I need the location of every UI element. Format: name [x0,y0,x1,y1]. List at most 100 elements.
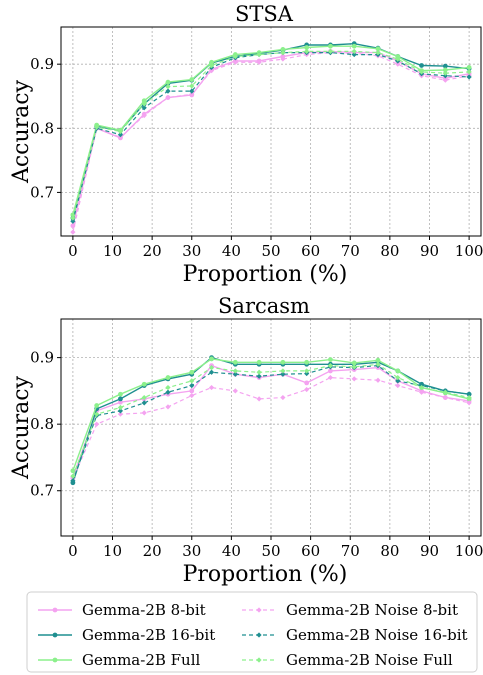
x-tick-label: 80 [380,242,399,260]
x-tick-label: 30 [182,242,201,260]
data-point-gemma-2b-full [209,356,214,362]
x-tick-label: 20 [143,542,162,560]
data-point-gemma-2b-noise-8-bit [442,77,448,83]
data-point-gemma-2b-noise-full [351,364,357,370]
data-point-gemma-2b-noise-16-bit [189,88,195,94]
x-tick-label: 40 [222,242,241,260]
data-point-gemma-2b-noise-8-bit [141,410,147,416]
data-point-gemma-2b-noise-full [117,404,124,411]
legend-marker [256,607,262,613]
data-point-gemma-2b-full [466,64,472,70]
y-axis-label: Accuracy [9,375,34,480]
data-point-gemma-2b-full [280,47,286,52]
data-point-gemma-2b-noise-full [351,48,357,54]
data-point-gemma-2b-noise-full [189,83,195,89]
legend-marker [52,607,58,613]
legend-label: Gemma-2B 16-bit [82,626,215,644]
data-point-gemma-2b-full [328,43,333,49]
data-point-gemma-2b-full [280,359,286,365]
legend: Gemma-2B 8-bit Gemma-2B Noise 8-bit Gemma-… [26,591,478,673]
data-point-gemma-2b-noise-full [395,56,401,62]
data-point-gemma-2b-noise-full [232,368,238,374]
data-point-gemma-2b-noise-8-bit [208,67,215,74]
data-point-gemma-2b-noise-full [94,124,100,130]
data-point-gemma-2b-full [118,391,123,397]
data-point-gemma-2b-noise-full [466,69,472,75]
data-point-gemma-2b-full [70,212,76,218]
data-point-gemma-2b-noise-full [466,394,472,401]
series-line-gemma-2b-noise-16-bit [72,364,470,482]
data-point-gemma-2b-full [442,67,448,73]
data-point-gemma-2b-noise-8-bit [165,404,171,410]
y-tick-label: 0.7 [30,183,54,201]
data-point-gemma-2b-noise-8-bit [280,56,286,62]
x-tick-label: 70 [341,242,360,260]
legend-marker [256,657,262,663]
x-tick-label: 50 [261,242,280,260]
data-point-gemma-2b-noise-8-bit [256,59,262,65]
series-line-gemma-2b-noise-8-bit [72,51,470,233]
data-point-gemma-2b-full [304,359,310,365]
data-point-gemma-2b-noise-full [256,369,262,375]
chart-title: Sarcasm [218,294,310,318]
x-tick-label: 90 [420,242,439,260]
data-point-gemma-2b-noise-16-bit [189,382,195,389]
data-point-gemma-2b-noise-8-bit [232,388,238,394]
data-point-gemma-2b-noise-full [208,62,215,69]
data-point-gemma-2b-noise-16-bit [165,88,171,94]
data-point-gemma-2b-full [395,368,401,374]
data-point-gemma-2b-noise-16-bit [208,369,215,375]
x-tick-label: 80 [380,542,399,560]
data-point-gemma-2b-full [189,77,195,82]
data-point-gemma-2b-noise-8-bit [375,377,381,383]
data-point-gemma-2b-noise-full [94,411,100,417]
chart-sarcasm: 0 10 20 30 40 50 60 70 80 90 100 0.7 0.8 0.9 Sarcasm Pr… [9,294,483,587]
data-point-gemma-2b-noise-16-bit [280,371,286,377]
data-point-gemma-2b-noise-full [375,50,381,56]
data-point-gemma-2b-noise-full [418,384,425,391]
data-point-gemma-2b-noise-16-bit [70,478,76,484]
data-point-gemma-2b-noise-8-bit [466,400,472,406]
data-point-gemma-2b-noise-full [117,128,124,135]
legend-label: Gemma-2B 8-bit [82,601,206,619]
y-tick-label: 0.7 [30,482,54,500]
data-point-gemma-2b-full [165,79,171,85]
data-point-gemma-2b-noise-16-bit [70,218,76,224]
data-point-gemma-2b-noise-full [141,101,147,107]
data-point-gemma-2b-noise-16-bit [165,389,171,395]
data-point-gemma-2b-noise-8-bit [327,374,334,381]
data-point-gemma-2b-noise-16-bit [117,408,124,414]
data-point-gemma-2b-noise-full [375,361,381,367]
data-point-gemma-2b-noise-16-bit [304,370,310,377]
x-axis-label: Proportion (%) [183,262,348,287]
data-point-gemma-2b-noise-16-bit [466,74,472,80]
series-line-gemma-2b-full [72,358,470,472]
legend-label: Gemma-2B Noise 16-bit [286,626,468,644]
x-tick-label: 100 [455,242,483,260]
x-tick-label: 70 [341,542,360,560]
data-point-gemma-2b-8-bit [189,388,195,394]
data-point-gemma-2b-noise-full [327,362,334,369]
data-point-gemma-2b-noise-16-bit [232,371,238,377]
x-tick-label: 10 [103,242,122,260]
data-point-gemma-2b-noise-8-bit [70,229,76,235]
series-line-gemma-2b-full [72,45,470,215]
data-point-gemma-2b-noise-full [208,364,215,371]
y-tick-label: 0.8 [30,415,54,433]
x-tick-label: 0 [68,542,78,560]
y-tick-label: 0.9 [30,349,54,367]
data-point-gemma-2b-noise-8-bit [208,384,215,391]
data-point-gemma-2b-16-bit [442,63,448,69]
legend-label: Gemma-2B Noise Full [286,651,453,669]
data-point-gemma-2b-noise-8-bit [280,394,286,401]
data-point-gemma-2b-noise-full [232,53,238,60]
data-point-gemma-2b-noise-full [70,215,76,221]
data-point-gemma-2b-noise-8-bit [418,389,425,395]
chart-title: STSA [235,2,294,26]
x-tick-label: 30 [182,542,201,560]
data-point-gemma-2b-full [165,375,171,380]
x-tick-label: 60 [301,542,320,560]
data-point-gemma-2b-noise-8-bit [256,396,262,402]
data-point-gemma-2b-full [351,360,357,366]
